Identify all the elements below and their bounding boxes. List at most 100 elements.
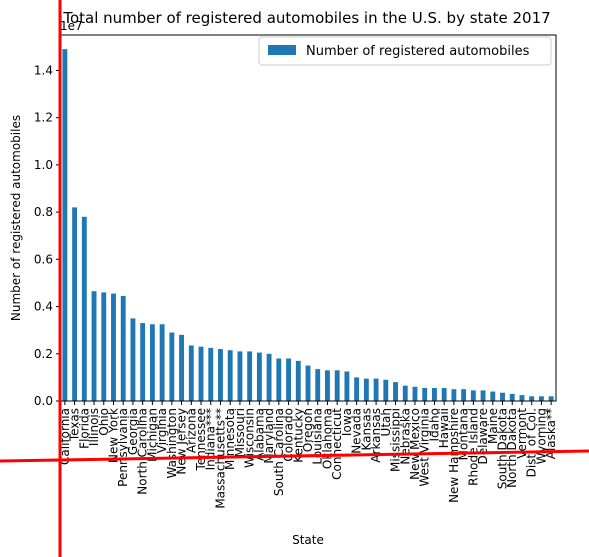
bar bbox=[334, 370, 340, 401]
y-tick-label: 1.2 bbox=[34, 111, 53, 125]
bar bbox=[363, 378, 369, 401]
bar bbox=[179, 334, 184, 401]
x-tick-label: South Dakota bbox=[496, 408, 510, 489]
x-tick-label: Washington bbox=[165, 408, 179, 479]
legend: Number of registered automobiles bbox=[258, 36, 552, 66]
bar bbox=[237, 351, 243, 401]
bar bbox=[529, 396, 535, 401]
x-tick-label: Maryland bbox=[262, 408, 276, 464]
bar bbox=[266, 353, 272, 401]
x-tick-label: New York bbox=[106, 408, 120, 463]
bar bbox=[519, 395, 525, 401]
x-tick-label: Hawaii bbox=[437, 408, 451, 448]
bar bbox=[305, 365, 311, 401]
x-tick-label: Vermont bbox=[515, 408, 529, 459]
y-tick-label: 0.6 bbox=[34, 252, 53, 266]
bar bbox=[461, 389, 467, 401]
bar bbox=[208, 347, 214, 401]
x-tick-label: Wisconsin bbox=[243, 408, 257, 468]
x-tick-label: Illinois bbox=[87, 408, 101, 446]
bar bbox=[402, 385, 408, 401]
x-tick-label: Indiana*** bbox=[204, 408, 218, 470]
bar bbox=[538, 396, 544, 401]
x-tick-label: New Mexico bbox=[408, 408, 422, 480]
bar bbox=[422, 388, 428, 401]
bar bbox=[130, 318, 136, 401]
bar bbox=[344, 371, 350, 401]
bar bbox=[490, 391, 496, 401]
x-tick-label: North Dakota bbox=[505, 408, 519, 488]
red-horizontal-line bbox=[0, 449, 589, 463]
bar bbox=[188, 345, 194, 401]
y-axis-label: Number of registered automobiles bbox=[9, 115, 23, 321]
y-tick-label: 0.0 bbox=[34, 394, 53, 408]
x-tick-label: Colorado bbox=[282, 408, 296, 462]
legend-swatch bbox=[268, 45, 296, 55]
y-tick-label: 0.2 bbox=[34, 347, 53, 361]
x-tick-label: Florida bbox=[77, 408, 91, 449]
x-tick-label: North Carolina bbox=[136, 408, 150, 495]
x-tick-label: Connecticut bbox=[330, 408, 344, 480]
x-tick-label: Mississippi bbox=[389, 408, 403, 472]
x-axis-label: State bbox=[292, 533, 324, 547]
x-tick-label: Kansas bbox=[359, 408, 373, 450]
bar bbox=[393, 382, 398, 401]
bar bbox=[159, 324, 165, 401]
x-tick-label: Idaho bbox=[427, 408, 441, 441]
legend-box bbox=[258, 36, 552, 66]
bar bbox=[470, 390, 476, 401]
x-tick-label: Alabama bbox=[252, 408, 266, 461]
plot-area: 0.0 0.2 0.4 0.6 0.8 1.0 1.2 1.4 CaliforniaTexas… bbox=[34, 34, 558, 509]
bar bbox=[315, 369, 321, 401]
bar bbox=[325, 370, 330, 401]
x-tick-label: Iowa bbox=[340, 408, 354, 436]
bar bbox=[412, 386, 418, 401]
bar bbox=[149, 324, 155, 401]
bar bbox=[256, 352, 262, 401]
x-tick-label: Texas bbox=[68, 408, 82, 442]
x-tick-label: Arkansas bbox=[369, 408, 383, 463]
legend-label: Number of registered automobiles bbox=[306, 44, 530, 59]
x-tick-label: South Carolina bbox=[272, 408, 286, 496]
x-tick-label: Dist. of Col. bbox=[525, 408, 539, 477]
bar bbox=[441, 388, 447, 401]
bar bbox=[451, 389, 457, 401]
x-tick-label: Louisiana bbox=[311, 408, 325, 465]
x-tick-label: Alaska** bbox=[544, 408, 558, 459]
x-tick-label: Minnesota bbox=[223, 408, 237, 470]
bar bbox=[218, 349, 223, 401]
bar bbox=[295, 360, 301, 401]
x-tick-label: Ohio bbox=[97, 408, 111, 436]
x-tick-label: New Hampshire bbox=[447, 408, 461, 503]
y-tick-label: 1.4 bbox=[34, 63, 53, 77]
x-tick-label: Michigan bbox=[145, 408, 159, 462]
bar bbox=[101, 292, 107, 401]
x-tick-label: Montana bbox=[457, 408, 471, 460]
bar bbox=[81, 216, 87, 401]
bar bbox=[383, 379, 389, 401]
x-tick-label: Maine bbox=[486, 408, 500, 444]
x-tick-label: Tennessee bbox=[194, 408, 208, 472]
x-tick-label: Nevada bbox=[350, 408, 364, 454]
bar bbox=[247, 351, 253, 401]
bar bbox=[120, 295, 126, 401]
bar bbox=[509, 393, 515, 401]
bar bbox=[286, 358, 291, 401]
y-tick-label: 0.4 bbox=[34, 300, 53, 314]
bar bbox=[480, 390, 486, 401]
bar bbox=[62, 49, 68, 401]
bar bbox=[111, 293, 116, 401]
x-tick-label: Oklahoma bbox=[320, 408, 334, 469]
bar bbox=[227, 350, 233, 401]
bar bbox=[91, 291, 97, 401]
y-tick-label: 0.8 bbox=[34, 205, 53, 219]
x-tick-label: Pennsylvania bbox=[116, 408, 130, 487]
x-tick-label: West Virginia bbox=[418, 408, 432, 487]
bar-series bbox=[62, 49, 554, 401]
bar bbox=[276, 358, 282, 401]
y-axis-ticks: 0.0 0.2 0.4 0.6 0.8 1.0 1.2 1.4 bbox=[34, 63, 60, 408]
x-tick-label: Rhode Island bbox=[466, 408, 480, 486]
